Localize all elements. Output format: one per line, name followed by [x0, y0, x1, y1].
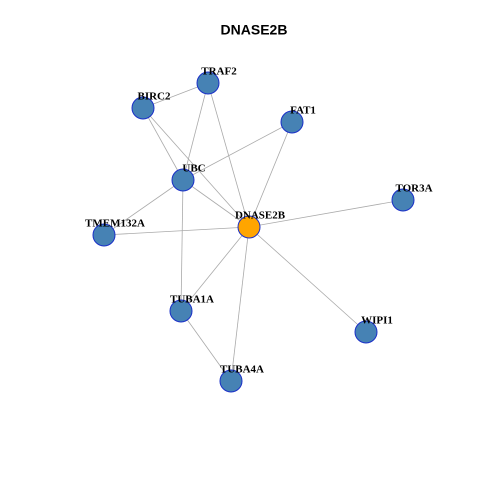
edge — [182, 179, 250, 228]
edge — [142, 107, 250, 228]
node — [169, 299, 193, 323]
node-label: TUBA1A — [170, 294, 214, 306]
edge — [142, 82, 209, 109]
node-label: TUBA4A — [220, 364, 264, 376]
edge — [180, 226, 250, 312]
node-label: FAT1 — [290, 105, 316, 117]
node — [280, 110, 304, 134]
edge — [142, 107, 184, 181]
node-label: TRAF2 — [201, 66, 237, 78]
node — [391, 188, 415, 212]
edges — [103, 82, 404, 382]
edge — [182, 121, 293, 181]
edge — [182, 82, 209, 181]
title: DNASE2B — [221, 22, 288, 38]
node-label: TMEM132A — [85, 218, 145, 230]
node-label: TOR3A — [395, 183, 432, 195]
node-label: UBC — [182, 163, 205, 175]
edge — [248, 226, 367, 333]
node-label: BIRC2 — [137, 91, 171, 103]
edge — [230, 226, 250, 382]
node — [171, 168, 195, 192]
node-label: DNASE2B — [235, 210, 286, 222]
node-label: WIPI1 — [361, 315, 393, 327]
node — [354, 320, 378, 344]
node — [196, 71, 220, 95]
node — [92, 223, 116, 247]
edge — [103, 226, 250, 236]
edge — [103, 179, 184, 236]
nodes: DNASE2B TRAF2 BIRC2 FAT1 UBC TOR3A TMEM132A TUB… — [85, 66, 433, 393]
node — [219, 369, 243, 393]
edge — [248, 121, 293, 228]
edge — [207, 82, 250, 228]
edge — [180, 179, 184, 312]
node — [237, 215, 261, 239]
edge — [248, 199, 404, 228]
edge — [180, 310, 232, 382]
node — [131, 96, 155, 120]
